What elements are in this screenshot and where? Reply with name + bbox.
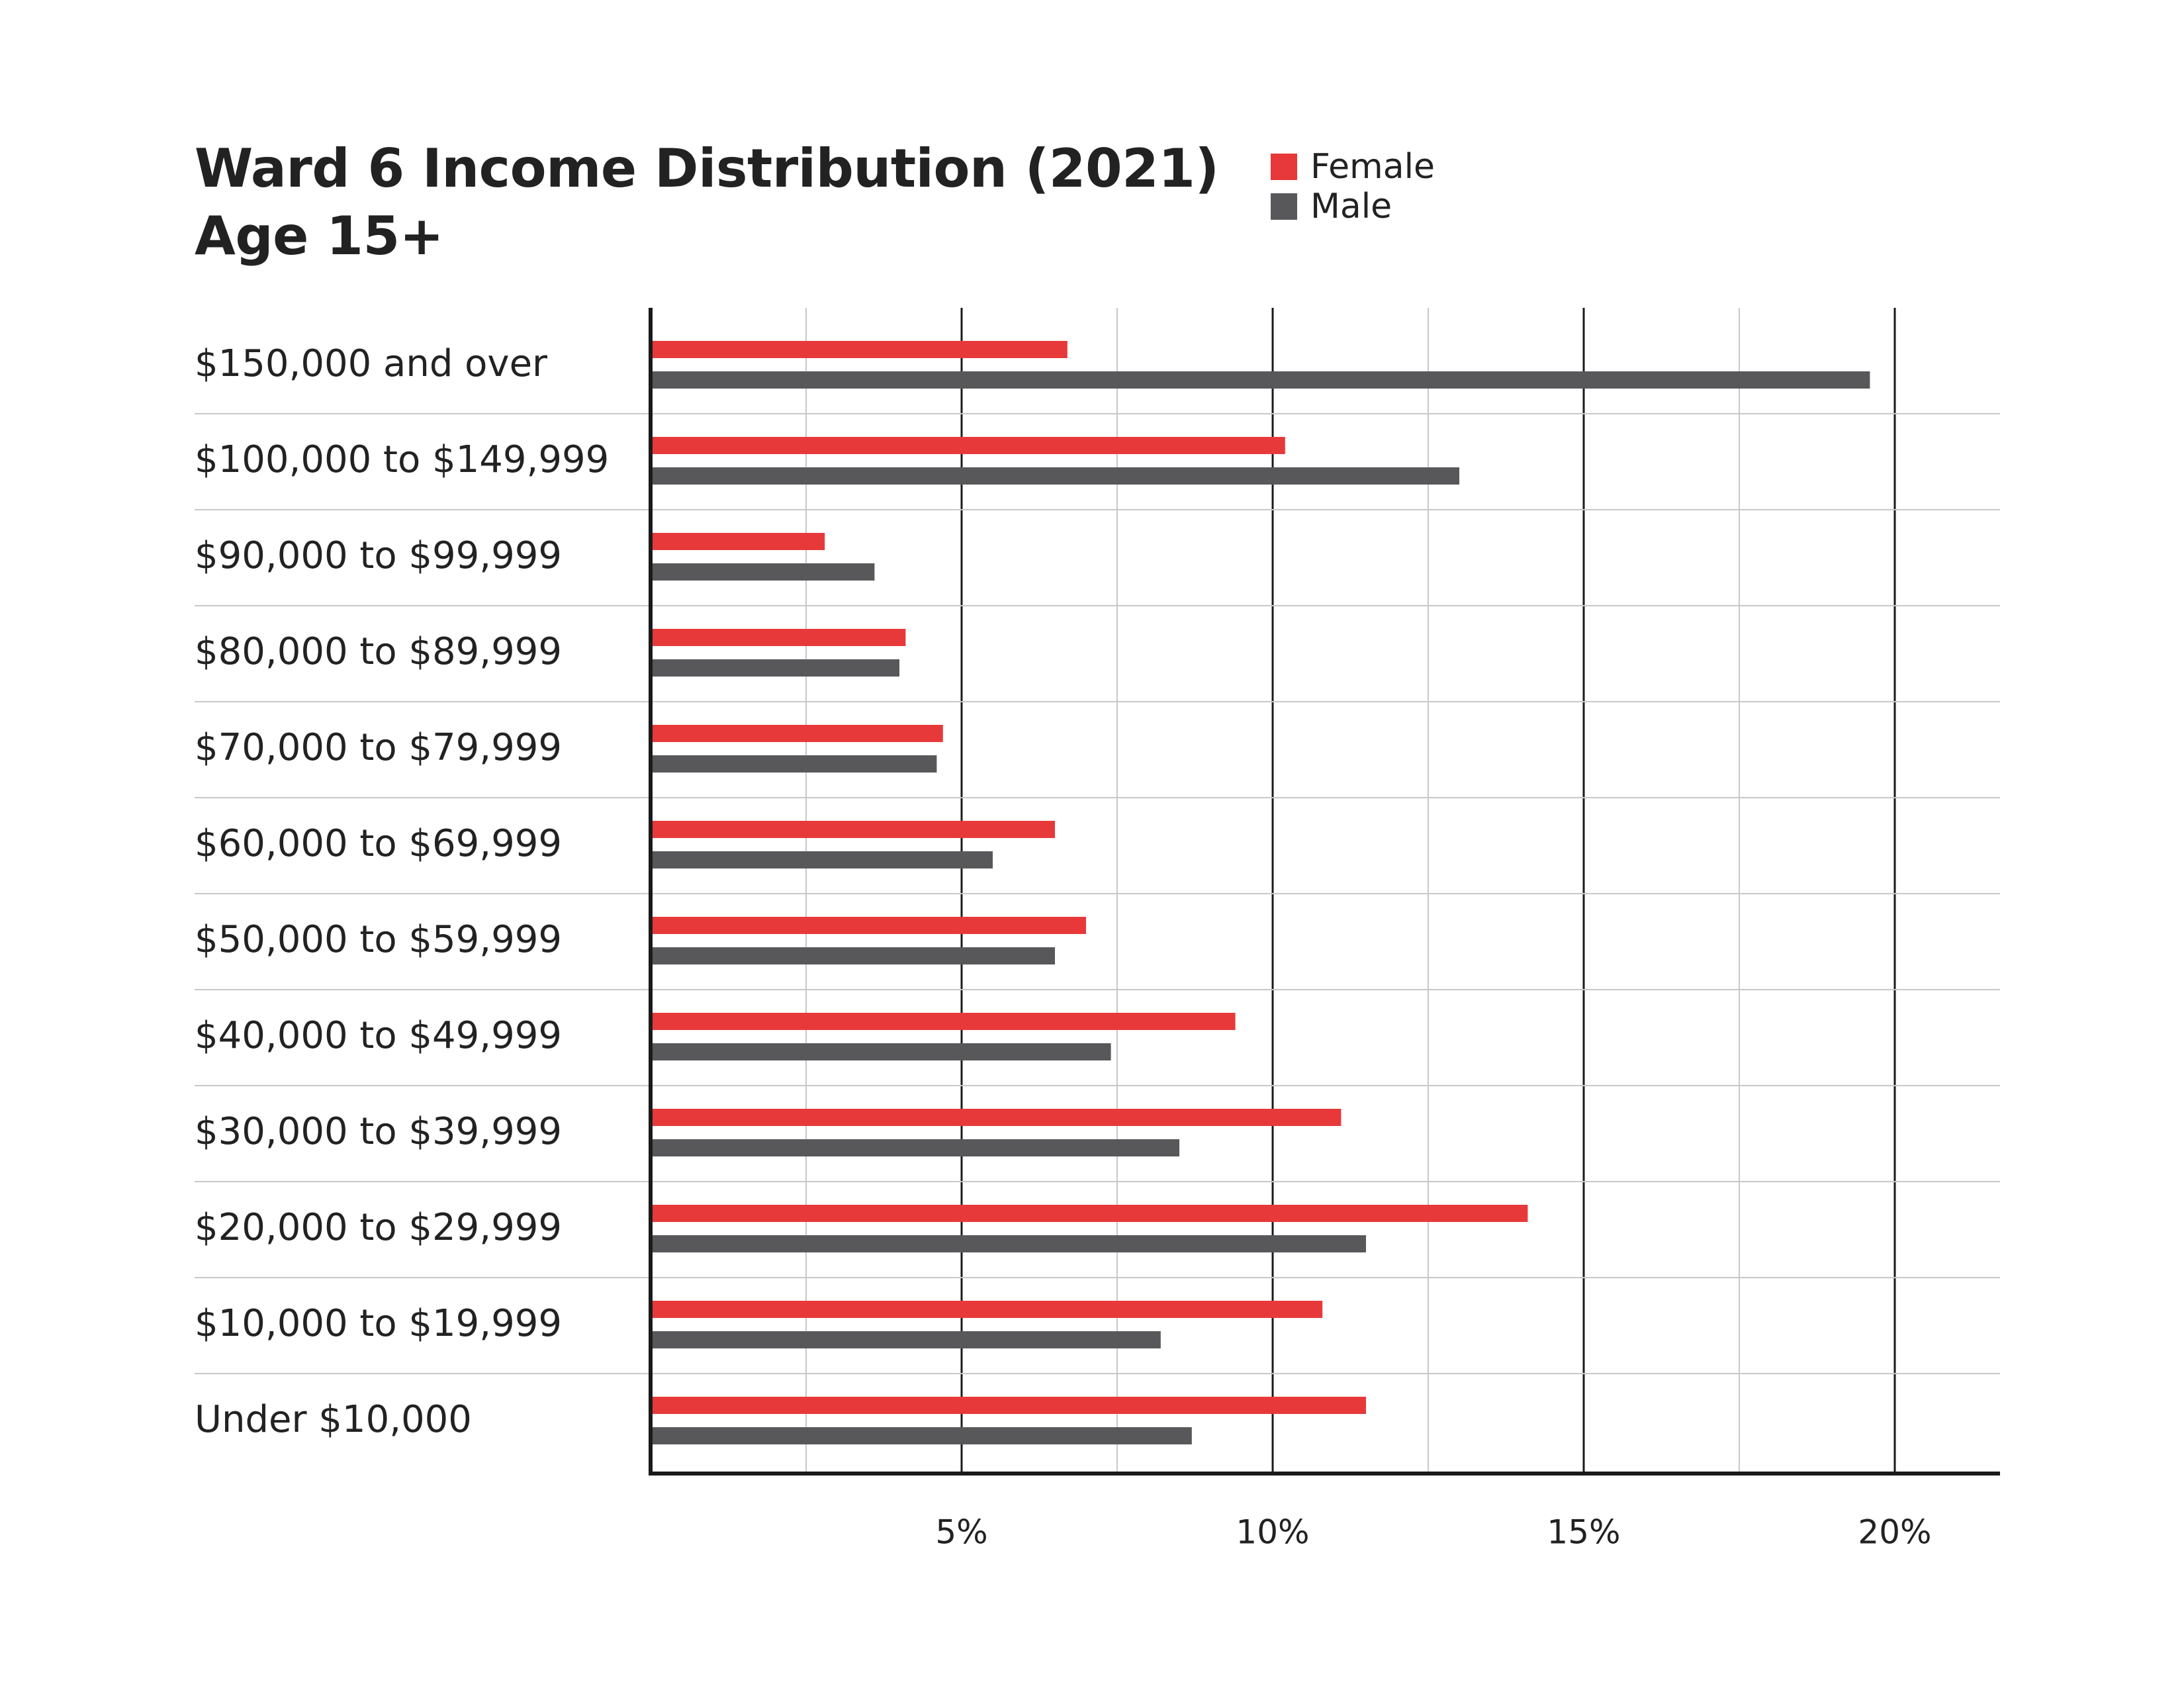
category-label: $30,000 to $39,999 xyxy=(195,1110,562,1153)
bar-male xyxy=(651,1235,1366,1252)
category-label: $90,000 to $99,999 xyxy=(195,534,562,577)
bar-male xyxy=(651,467,1459,485)
bar-female xyxy=(651,533,825,550)
category-label: $60,000 to $69,999 xyxy=(195,822,562,865)
legend-item-male: Male xyxy=(1271,187,1392,226)
bar-female xyxy=(651,917,1086,934)
bar-female xyxy=(651,1205,1528,1222)
category-label: $100,000 to $149,999 xyxy=(195,438,609,481)
legend-item-female: Female xyxy=(1271,147,1435,187)
legend-swatch-male xyxy=(1271,193,1297,220)
category-label: $20,000 to $29,999 xyxy=(195,1206,562,1249)
category-label: $10,000 to $19,999 xyxy=(195,1302,562,1345)
x-tick-label: 15% xyxy=(1547,1513,1620,1552)
bar-female xyxy=(651,1397,1366,1414)
bar-male xyxy=(651,851,993,868)
bar-male xyxy=(651,947,1055,964)
bar-female xyxy=(651,1301,1323,1318)
bar-male xyxy=(651,755,937,773)
x-tick-label: 5% xyxy=(935,1513,987,1552)
category-label: $70,000 to $79,999 xyxy=(195,726,562,769)
bar-female xyxy=(651,1109,1342,1126)
x-tick-label: 10% xyxy=(1236,1513,1309,1552)
bar-female xyxy=(651,821,1055,838)
category-label: Under $10,000 xyxy=(195,1398,472,1441)
category-label: $150,000 and over xyxy=(195,342,548,385)
bar-male xyxy=(651,1139,1179,1156)
chart-subtitle: Age 15+ xyxy=(195,205,444,267)
bar-male xyxy=(651,1043,1111,1060)
bar-female xyxy=(651,725,943,742)
bar-female xyxy=(651,341,1068,358)
category-label: $50,000 to $59,999 xyxy=(195,918,562,961)
chart-title: Ward 6 Income Distribution (2021) xyxy=(195,138,1219,199)
bar-female xyxy=(651,629,906,646)
bar-male xyxy=(651,371,1870,389)
category-label: $40,000 to $49,999 xyxy=(195,1014,562,1057)
bar-female xyxy=(651,437,1285,454)
bar-male xyxy=(651,563,875,581)
legend-swatch-female xyxy=(1271,154,1297,180)
x-tick-label: 20% xyxy=(1858,1513,1931,1552)
bar-male xyxy=(651,659,899,677)
legend-label-female: Female xyxy=(1310,147,1435,187)
bar-male xyxy=(651,1427,1192,1444)
bar-male xyxy=(651,1331,1161,1348)
category-label: $80,000 to $89,999 xyxy=(195,630,562,673)
bar-female xyxy=(651,1013,1236,1030)
legend-label-male: Male xyxy=(1310,187,1392,226)
